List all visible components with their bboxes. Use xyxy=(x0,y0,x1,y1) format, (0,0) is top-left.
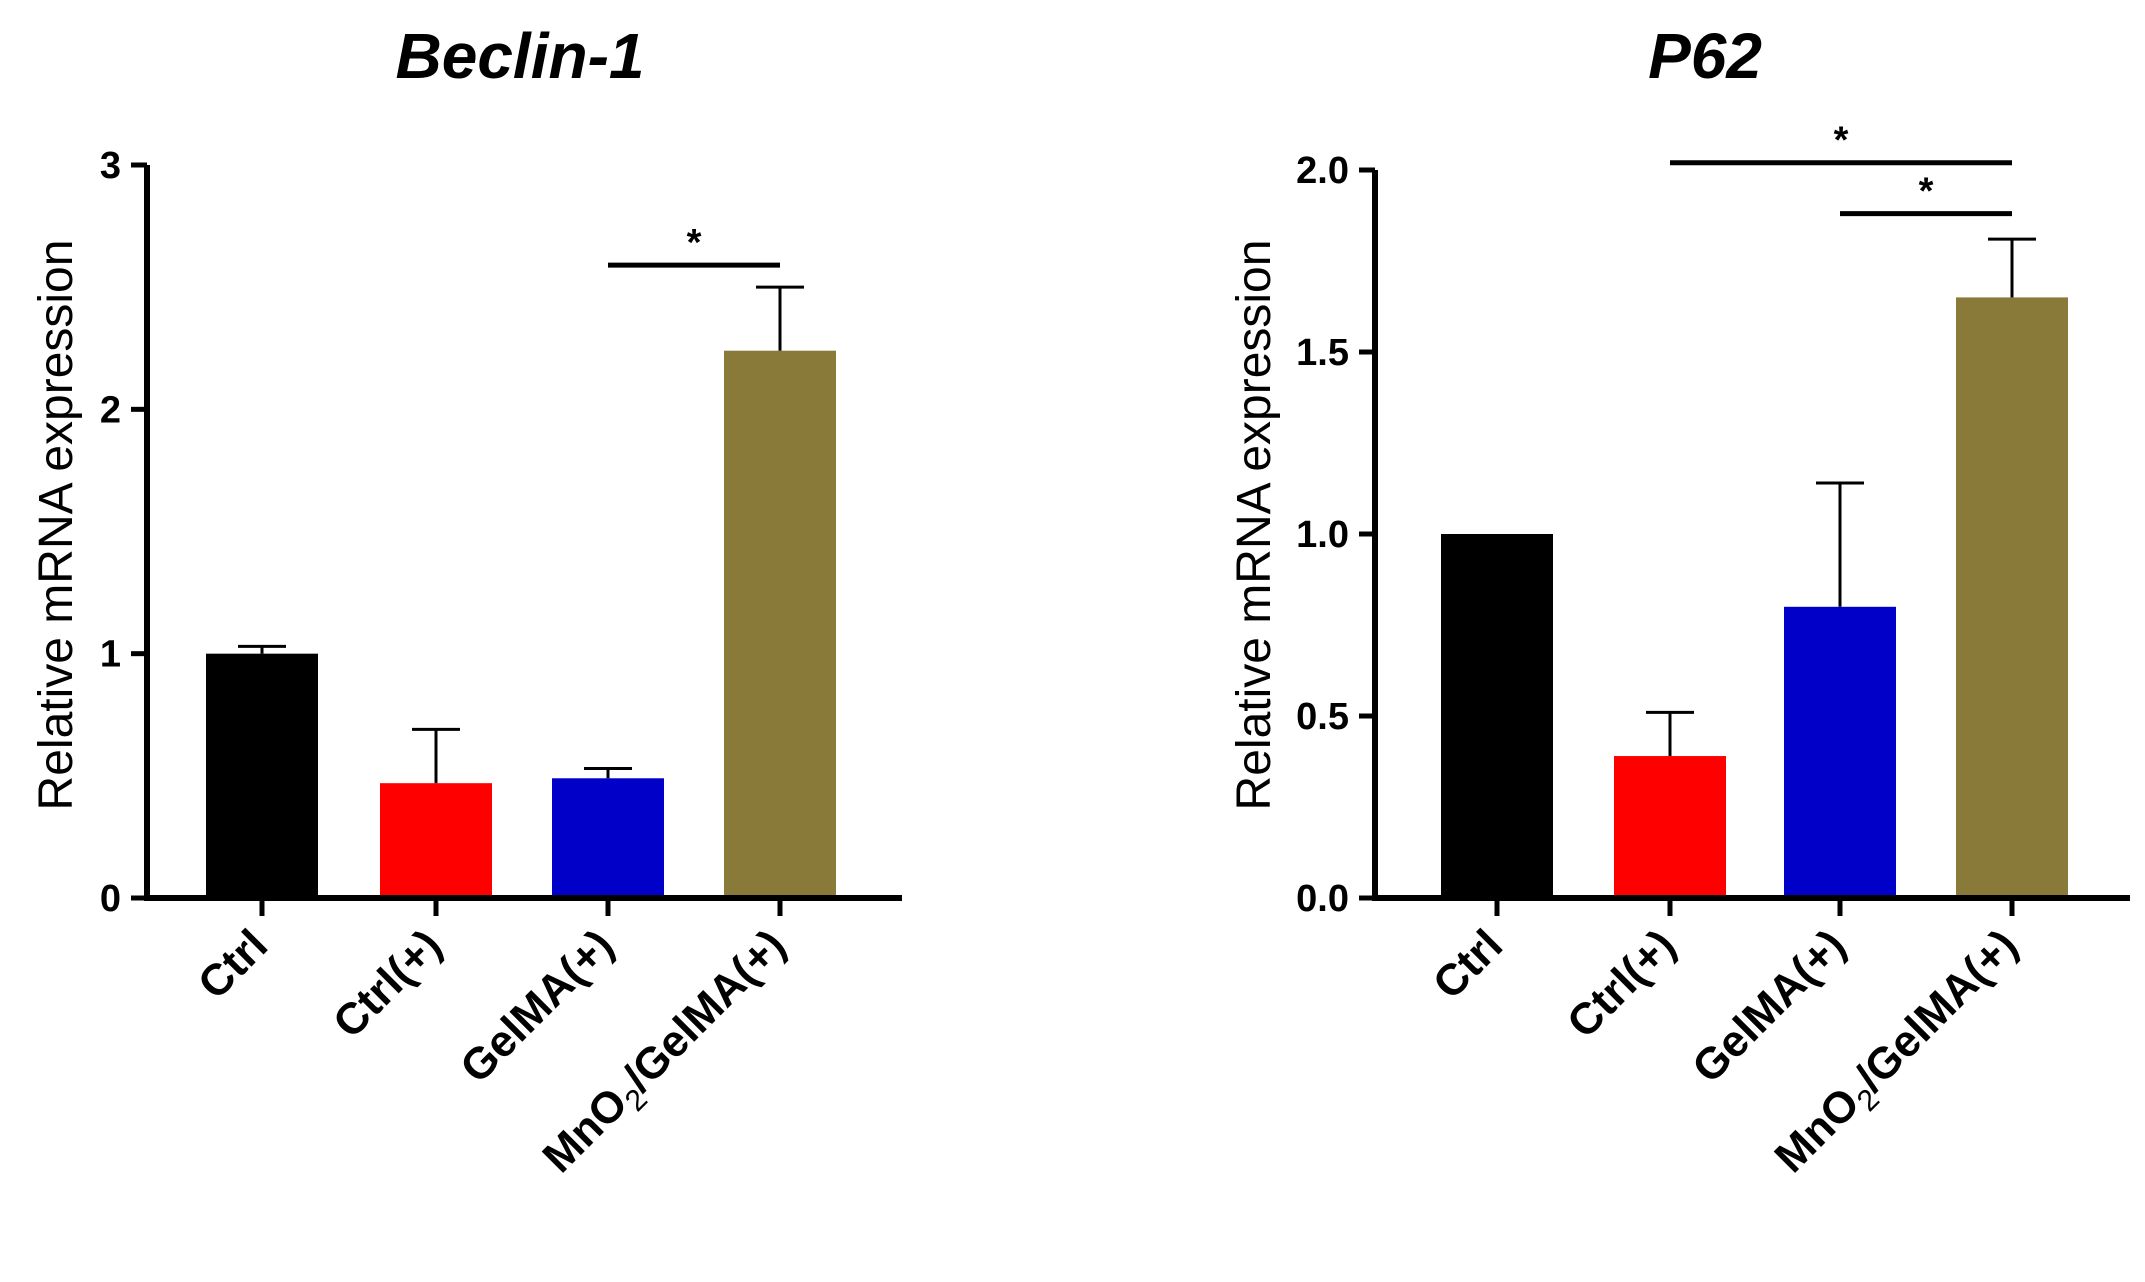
y-tick-label: 2.0 xyxy=(1296,150,1349,192)
bar-mno2-gelma- xyxy=(724,350,836,898)
x-tick-label: Ctrl xyxy=(189,920,277,1008)
y-tick-label: 1.5 xyxy=(1296,332,1349,374)
y-tick-label: 0.0 xyxy=(1296,878,1349,920)
x-tick-label: Ctrl(+) xyxy=(324,920,451,1047)
significance-star: * xyxy=(1834,120,1849,162)
y-tick-label: 3 xyxy=(100,145,121,187)
x-tick-label: GelMA(+) xyxy=(1683,920,1855,1092)
bar-ctrl xyxy=(206,653,318,898)
chart-panel-beclin1: Beclin-1 Relative mRNA expression * 0 1 2 3… xyxy=(30,20,902,1182)
y-axis-label: Relative mRNA expression xyxy=(1228,240,1281,811)
chart-marks: * xyxy=(206,222,836,898)
bar-mno2-gelma- xyxy=(1956,297,2068,898)
chart-marks: ** xyxy=(1441,120,2068,898)
chart-panel-p62: P62 Relative mRNA expression ** 0.00.51.… xyxy=(1228,20,2130,1182)
y-ticks: 0 1 2 3 xyxy=(100,145,147,920)
bar-gelma- xyxy=(552,778,664,898)
y-tick-label: 1 xyxy=(100,634,121,676)
y-ticks: 0.0 0.5 1.0 1.5 2.0 xyxy=(1296,150,1375,920)
bar-ctrl- xyxy=(380,783,492,898)
x-tick-label: Ctrl(+) xyxy=(1558,920,1685,1047)
x-tick-label: Ctrl xyxy=(1424,920,1512,1008)
x-tick-label: GelMA(+) xyxy=(451,920,623,1092)
bar-ctrl xyxy=(1441,534,1553,898)
y-tick-label: 0 xyxy=(100,878,121,920)
chart-title: P62 xyxy=(1648,20,1762,92)
y-tick-label: 2 xyxy=(100,389,121,431)
significance-star: * xyxy=(1919,171,1934,213)
bar-ctrl- xyxy=(1614,756,1726,898)
chart-title: Beclin-1 xyxy=(396,20,645,92)
y-tick-label: 0.5 xyxy=(1296,696,1349,738)
y-axis-label: Relative mRNA expression xyxy=(30,240,83,811)
bar-gelma- xyxy=(1784,606,1896,898)
significance-star: * xyxy=(687,222,702,264)
y-tick-label: 1.0 xyxy=(1296,514,1349,556)
